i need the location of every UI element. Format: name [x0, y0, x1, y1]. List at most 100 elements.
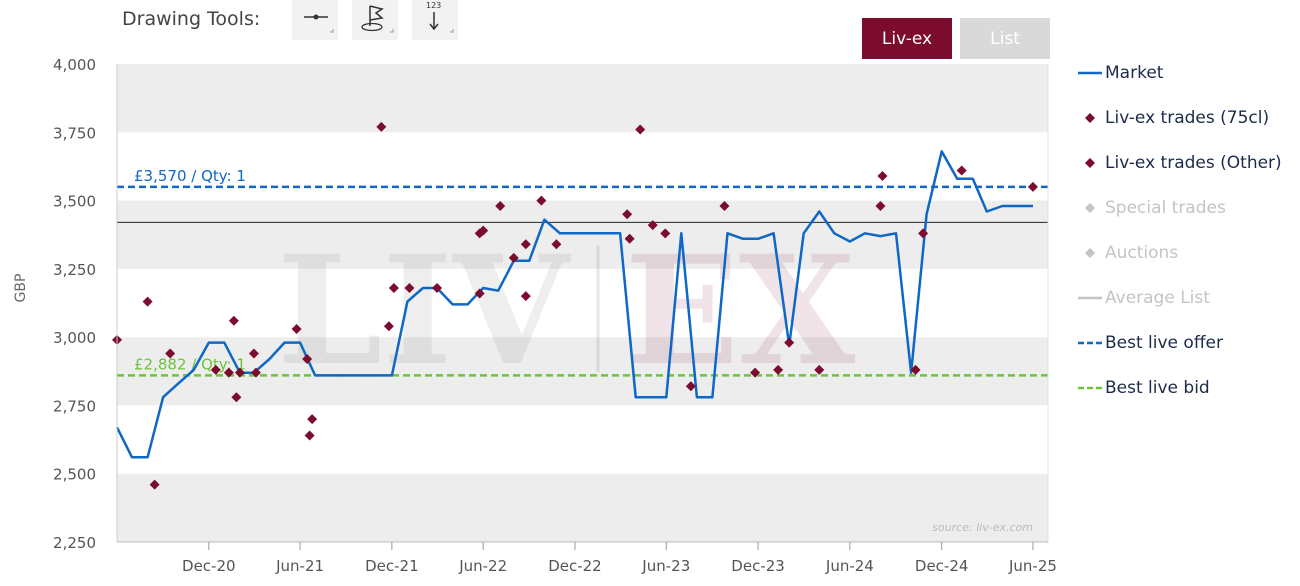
- trade-point[interactable]: [536, 195, 547, 206]
- flag-tool-button[interactable]: [352, 0, 398, 40]
- trade-point[interactable]: [773, 364, 784, 375]
- y-tick-label: 3,500: [53, 193, 96, 211]
- trade-point[interactable]: [231, 392, 242, 403]
- trade-point[interactable]: [210, 364, 221, 375]
- trade-point[interactable]: [223, 367, 234, 378]
- y-tick-label: 4,000: [53, 56, 96, 74]
- legend-label: Liv-ex trades (75cl): [1105, 108, 1270, 128]
- trade-point[interactable]: [719, 201, 730, 212]
- trade-point[interactable]: [685, 381, 696, 392]
- trade-point[interactable]: [875, 201, 886, 212]
- trade-point[interactable]: [142, 296, 153, 307]
- legend-label: Auctions: [1105, 243, 1179, 263]
- trade-point[interactable]: [635, 124, 646, 135]
- trade-point[interactable]: [660, 228, 671, 239]
- line-symbol-icon: [1078, 287, 1104, 309]
- x-tick-label: Jun-22: [458, 557, 507, 575]
- trade-point[interactable]: [508, 252, 519, 263]
- trade-point[interactable]: [495, 201, 506, 212]
- trade-point[interactable]: [551, 239, 562, 250]
- trade-point[interactable]: [248, 348, 259, 359]
- y-tick-label: 3,250: [53, 261, 96, 279]
- trade-point[interactable]: [1027, 181, 1038, 192]
- y-tick-label: 2,500: [53, 466, 96, 484]
- y-tick-label: 2,750: [53, 397, 96, 415]
- dash-symbol-icon: [1078, 332, 1104, 354]
- best-live-offer-label: £3,570 / Qty: 1: [134, 167, 246, 185]
- label-tool-text: 123: [426, 1, 441, 10]
- trade-point[interactable]: [432, 282, 443, 293]
- legend-label: Best live offer: [1105, 333, 1223, 353]
- trade-point[interactable]: [383, 321, 394, 332]
- diamond-symbol-icon: [1078, 107, 1104, 129]
- drawing-tools-label: Drawing Tools:: [122, 8, 261, 30]
- trade-point[interactable]: [234, 367, 245, 378]
- trade-point[interactable]: [307, 414, 318, 425]
- trade-point[interactable]: [814, 364, 825, 375]
- trade-point[interactable]: [228, 315, 239, 326]
- grid-band: [117, 132, 1048, 201]
- trade-point[interactable]: [376, 121, 387, 132]
- diamond-symbol-icon: [1078, 242, 1104, 264]
- market-series-line: [115, 150, 1033, 459]
- trade-point[interactable]: [250, 367, 261, 378]
- legend-item-best-live-bid[interactable]: Best live bid: [1078, 377, 1210, 399]
- source-note: source: liv-ex.com: [932, 521, 1033, 534]
- trade-point[interactable]: [956, 165, 967, 176]
- x-tick-label: Jun-21: [275, 557, 324, 575]
- list-view-button[interactable]: List: [960, 18, 1050, 59]
- grid-band: [117, 64, 1048, 133]
- trade-point[interactable]: [784, 337, 795, 348]
- livex-watermark: LIV EX: [277, 223, 856, 399]
- y-tick-label: 3,000: [53, 329, 96, 347]
- trade-point[interactable]: [478, 225, 489, 236]
- liv-ex-view-button[interactable]: Liv-ex: [862, 18, 952, 59]
- legend-item-market[interactable]: Market: [1078, 62, 1163, 84]
- x-tick-label: Dec-20: [182, 557, 236, 575]
- legend-label: Average List: [1105, 288, 1210, 308]
- legend-item-liv-ex-trades-75cl[interactable]: Liv-ex trades (75cl): [1078, 107, 1269, 129]
- legend-label: Market: [1105, 63, 1164, 83]
- trade-point[interactable]: [149, 479, 160, 490]
- x-tick-label: Jun-23: [641, 557, 690, 575]
- x-tick-label: Dec-21: [365, 557, 419, 575]
- trade-point[interactable]: [291, 323, 302, 334]
- line-symbol-icon: [1078, 62, 1104, 84]
- trade-point[interactable]: [910, 364, 921, 375]
- trade-point[interactable]: [624, 233, 635, 244]
- watermark-left: LIV: [277, 223, 572, 399]
- x-tick-label: Dec-22: [548, 557, 602, 575]
- legend-label: Best live bid: [1105, 378, 1210, 398]
- legend-item-auctions[interactable]: Auctions: [1078, 242, 1178, 264]
- trade-point[interactable]: [622, 209, 633, 220]
- line-tool-button[interactable]: [292, 0, 338, 40]
- trade-point[interactable]: [647, 220, 658, 231]
- trade-point[interactable]: [918, 228, 929, 239]
- legend-item-best-live-offer[interactable]: Best live offer: [1078, 332, 1223, 354]
- trade-point[interactable]: [750, 367, 761, 378]
- diamond-symbol-icon: [1078, 197, 1104, 219]
- trade-point[interactable]: [165, 348, 176, 359]
- y-tick-label: 2,250: [53, 534, 96, 552]
- dash-symbol-icon: [1078, 377, 1104, 399]
- legend-item-average-list[interactable]: Average List: [1078, 287, 1210, 309]
- grid-band: [117, 268, 1048, 338]
- label-tool-button[interactable]: 123: [412, 0, 458, 40]
- legend-label: Special trades: [1105, 198, 1226, 218]
- trade-point[interactable]: [404, 282, 415, 293]
- trade-point[interactable]: [520, 239, 531, 250]
- grid-band: [117, 200, 1048, 269]
- x-tick-label: Dec-24: [915, 557, 969, 575]
- trade-point[interactable]: [474, 288, 485, 299]
- drawing-toolbar: Drawing Tools: 123: [122, 0, 542, 42]
- grid-band: [117, 473, 1048, 542]
- legend-item-liv-ex-trades-other[interactable]: Liv-ex trades (Other): [1078, 152, 1282, 174]
- trade-point[interactable]: [388, 282, 399, 293]
- trade-point[interactable]: [302, 353, 313, 364]
- legend-item-special-trades[interactable]: Special trades: [1078, 197, 1226, 219]
- trade-point[interactable]: [877, 170, 888, 181]
- trade-point[interactable]: [304, 430, 315, 441]
- trade-point[interactable]: [520, 291, 531, 302]
- flag-icon: [361, 5, 394, 33]
